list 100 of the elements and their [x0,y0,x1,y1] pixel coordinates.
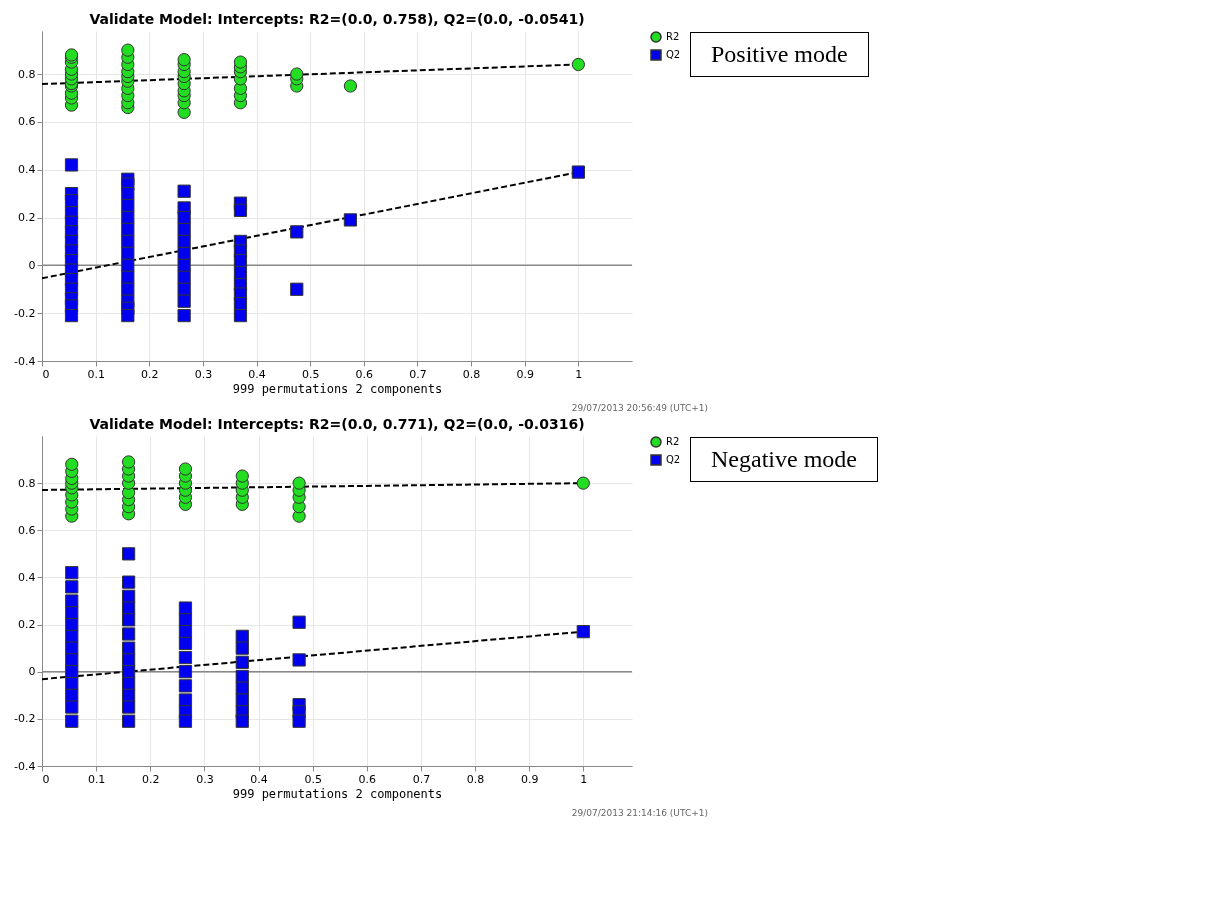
point [576,476,590,490]
point [64,194,79,208]
point [65,457,79,471]
legend-label: R2 [666,436,680,447]
point [576,625,590,639]
chart-title: Validate Model: Intercepts: R2=(0.0, 0.771), Q2=(0.0, -0.0316) [89,416,585,432]
point [121,627,136,641]
point [121,641,136,655]
point [343,213,358,227]
point [121,258,135,272]
point [235,681,249,695]
point [178,650,193,665]
point [65,594,79,608]
point [571,57,585,72]
x-tick-label: 0.3 [194,367,213,381]
point [233,308,248,323]
point [121,308,135,323]
point [65,617,79,632]
text: Negative mode [690,437,878,482]
point [121,455,136,469]
x-tick-label: 0.4 [250,772,268,786]
x-tick-label: 0.1 [87,367,105,381]
y-tick-label: -0.2 [14,712,36,726]
y-tick-label: 0.6 [18,523,36,537]
point [65,714,79,728]
x-tick-label: 0 [42,367,50,381]
point [65,653,79,667]
point [292,615,306,629]
x-tick-label: 1 [575,367,583,381]
point [121,700,136,714]
y-tick-label: 0.2 [18,211,36,225]
point [64,308,79,323]
y-tick-label: 0.6 [18,115,36,129]
x-tick-label: 1 [580,772,588,786]
point [121,234,135,249]
point [65,580,79,594]
x-tick-label: 0.2 [141,367,159,381]
x-tick-label: 0.5 [301,367,320,381]
point [178,462,193,476]
point [292,714,306,728]
point [343,79,358,93]
point [233,253,248,268]
x-tick-label: 0.8 [462,367,481,381]
x-tick-label: 0 [42,772,50,786]
point [235,693,249,707]
x-axis-title: 999 permutations 2 components [232,786,443,801]
x-tick-label: 0.3 [196,772,214,786]
x-tick-label: 0.2 [142,772,160,786]
legend-label: Q2 [666,49,681,60]
point [121,653,136,667]
text: Positive mode [690,32,869,77]
point [233,203,248,217]
point [290,282,304,296]
point [178,625,193,639]
point [121,613,136,627]
point [235,469,249,483]
point [121,676,136,691]
x-tick-label: 0.7 [412,772,431,786]
point [178,665,193,679]
point [177,294,191,308]
point [121,43,135,57]
point [177,246,191,261]
point [178,636,193,651]
point [178,693,193,707]
x-tick-label: 0.1 [87,772,106,786]
legend-label: R2 [666,31,680,42]
point [121,575,136,589]
point [121,547,136,561]
point [121,246,135,261]
point [65,641,79,655]
y-tick-label: -0.2 [14,306,36,320]
x-tick-label: 0.6 [358,772,377,786]
legend-label: Q2 [666,454,681,465]
point [121,222,135,237]
point [292,476,306,490]
y-tick-label: -0.4 [14,759,36,773]
point [178,601,193,615]
text: 29/07/2013 20:56:49 (UTC+1) [570,403,708,413]
y-tick-label: 0.8 [18,476,36,490]
y-tick-label: 0 [28,258,36,272]
x-tick-label: 0.8 [466,772,485,786]
x-tick-label: 0.5 [304,772,322,786]
point [65,665,79,679]
point [177,234,191,249]
point [178,714,193,728]
point [65,606,79,620]
x-tick-label: 0.7 [409,367,427,381]
point [233,55,248,69]
y-tick-label: 0.2 [18,618,36,632]
point [233,265,248,280]
point [65,676,79,691]
y-tick-label: 0.4 [18,163,36,177]
point [235,655,249,669]
point [121,714,136,728]
point [292,653,306,667]
x-tick-label: 0.4 [248,367,266,381]
point [178,613,193,627]
y-tick-label: 0.8 [18,67,36,81]
chart-title: Validate Model: Intercepts: R2=(0.0, 0.758), Q2=(0.0, -0.0541) [89,11,585,27]
y-tick-label: -0.4 [14,354,36,368]
